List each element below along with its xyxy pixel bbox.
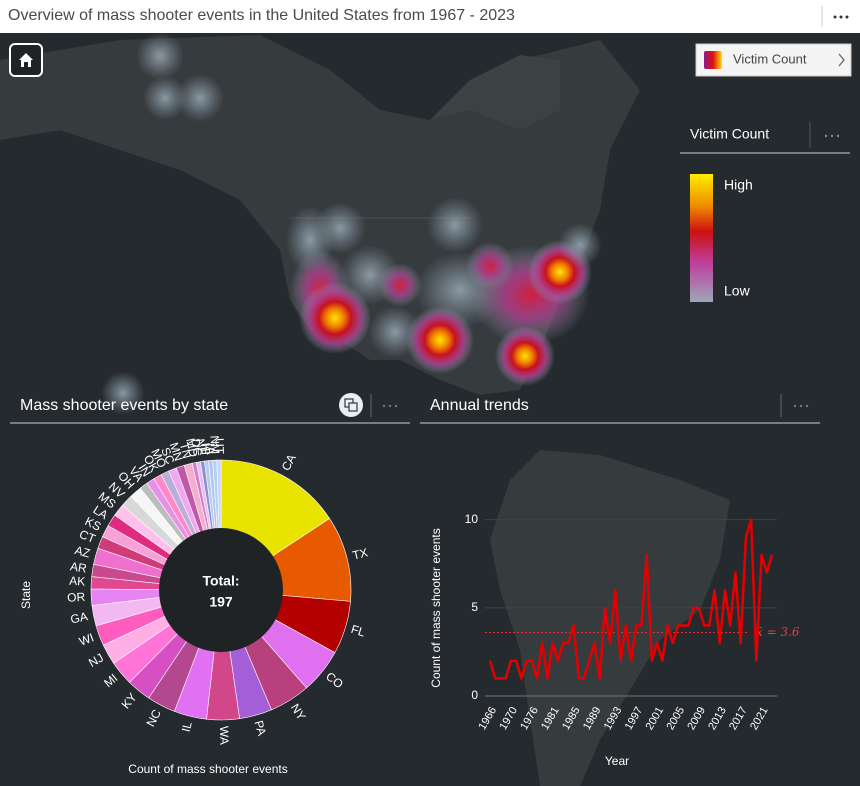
y-tick-label: 5 xyxy=(471,600,478,614)
pie-label: IL xyxy=(179,720,195,733)
trend-line xyxy=(488,518,774,680)
y-tick-label: 10 xyxy=(465,512,479,526)
pie-panel-icon[interactable] xyxy=(339,393,363,417)
pie-label: OR xyxy=(67,590,86,605)
pie-label: GA xyxy=(69,609,89,626)
pie-label: UT xyxy=(212,438,226,455)
pie-label: HI xyxy=(198,442,213,455)
heatmap xyxy=(101,32,602,415)
header-title: Overview of mass shooter events in the U… xyxy=(8,7,515,24)
pie-label: MN xyxy=(167,441,186,463)
pie-total: 197 xyxy=(209,594,233,610)
mean-label: x̄ = 3.6 xyxy=(756,625,800,639)
line-y-label: Count of mass shooter events xyxy=(429,528,443,687)
pie-y-label: State xyxy=(19,581,33,609)
legend-menu[interactable] xyxy=(824,134,840,138)
pie-label: MD xyxy=(183,437,201,458)
pie-label: SC xyxy=(158,445,177,466)
pie-label: KS xyxy=(83,514,104,534)
line-x-label: Year xyxy=(605,754,629,768)
pie-label: TX xyxy=(351,545,369,562)
pie-label: TN xyxy=(177,441,195,460)
home-button[interactable] xyxy=(9,43,43,77)
layer-button[interactable]: Victim Count xyxy=(695,43,852,77)
pie-label: AR xyxy=(69,559,88,575)
pie-center-label: Total: xyxy=(202,573,239,589)
y-tick-label: 0 xyxy=(471,688,478,702)
legend-title: Victim Count xyxy=(690,126,769,142)
header-menu[interactable] xyxy=(833,15,849,19)
pie-panel-title: Mass shooter events by state xyxy=(20,397,228,414)
pie-panel-menu[interactable] xyxy=(382,404,398,408)
pie-label: DC xyxy=(188,438,205,458)
legend-low: Low xyxy=(724,283,751,299)
legend-high: High xyxy=(724,177,753,193)
layer-button-label: Victim Count xyxy=(733,51,807,66)
pie-hole xyxy=(159,528,283,652)
header-bar xyxy=(0,0,860,33)
pie-label: AK xyxy=(69,574,86,589)
pie-label: FL xyxy=(349,622,367,640)
pie-label: AZ xyxy=(73,543,91,561)
legend-ramp xyxy=(690,174,713,302)
pie-label: NJ xyxy=(86,651,106,670)
pie-label: NM xyxy=(207,435,222,454)
pie-label: CA xyxy=(279,452,299,473)
pie-label: WI xyxy=(77,630,96,648)
line-panel-menu[interactable] xyxy=(793,404,809,408)
pie-label: LA xyxy=(91,503,111,523)
pie-label: IA xyxy=(203,443,218,455)
pie-label: WA xyxy=(217,726,231,745)
pie-label: CT xyxy=(77,527,98,546)
line-panel-title: Annual trends xyxy=(430,397,529,414)
pie-label: NE xyxy=(193,438,209,457)
pie-label: PA xyxy=(251,719,269,737)
pie-x-label: Count of mass shooter events xyxy=(128,762,287,776)
